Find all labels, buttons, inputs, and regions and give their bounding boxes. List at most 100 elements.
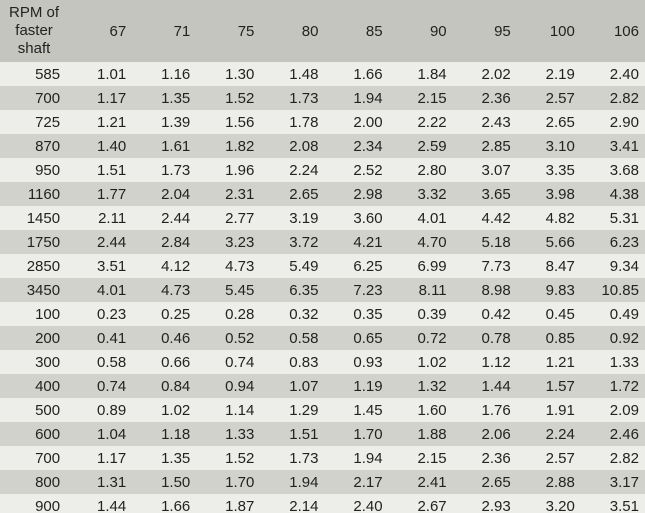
value-cell: 1.30 (196, 62, 260, 86)
value-cell: 2.57 (517, 446, 581, 470)
value-cell: 9.83 (517, 278, 581, 302)
value-cell: 2.67 (389, 494, 453, 513)
value-cell: 2.04 (132, 182, 196, 206)
value-cell: 1.33 (581, 350, 645, 374)
value-cell: 1.50 (132, 470, 196, 494)
value-cell: 1.31 (68, 470, 132, 494)
value-cell: 0.92 (581, 326, 645, 350)
value-cell: 0.94 (196, 374, 260, 398)
value-cell: 1.17 (68, 446, 132, 470)
rpm-cell: 200 (0, 326, 68, 350)
value-cell: 2.11 (68, 206, 132, 230)
rpm-cell: 1450 (0, 206, 68, 230)
table-row: 2000.410.460.520.580.650.720.780.850.92 (0, 326, 645, 350)
value-cell: 2.59 (389, 134, 453, 158)
table-row: 7001.171.351.521.731.942.152.362.572.82 (0, 86, 645, 110)
value-cell: 0.32 (260, 302, 324, 326)
header-row: RPM of faster shaft 67 71 75 80 85 90 95… (0, 0, 645, 62)
table-row: 11601.772.042.312.652.983.323.653.984.38 (0, 182, 645, 206)
value-cell: 0.49 (581, 302, 645, 326)
value-cell: 1.33 (196, 422, 260, 446)
value-cell: 0.39 (389, 302, 453, 326)
value-cell: 1.70 (324, 422, 388, 446)
value-cell: 2.08 (260, 134, 324, 158)
value-cell: 1.73 (260, 446, 324, 470)
rpm-cell: 700 (0, 446, 68, 470)
value-cell: 2.02 (453, 62, 517, 86)
value-cell: 2.00 (324, 110, 388, 134)
value-cell: 2.52 (324, 158, 388, 182)
value-cell: 1.87 (196, 494, 260, 513)
rpm-cell: 300 (0, 350, 68, 374)
value-cell: 0.85 (517, 326, 581, 350)
value-cell: 9.34 (581, 254, 645, 278)
value-cell: 2.17 (324, 470, 388, 494)
value-cell: 1.66 (324, 62, 388, 86)
value-cell: 1.70 (196, 470, 260, 494)
data-table: RPM of faster shaft 67 71 75 80 85 90 95… (0, 0, 645, 513)
rpm-cell: 2850 (0, 254, 68, 278)
value-cell: 1.56 (196, 110, 260, 134)
value-cell: 6.99 (389, 254, 453, 278)
value-cell: 3.35 (517, 158, 581, 182)
value-cell: 4.12 (132, 254, 196, 278)
value-cell: 2.82 (581, 86, 645, 110)
table-row: 8001.311.501.701.942.172.412.652.883.17 (0, 470, 645, 494)
value-cell: 3.23 (196, 230, 260, 254)
value-cell: 2.46 (581, 422, 645, 446)
value-cell: 3.51 (581, 494, 645, 513)
value-cell: 2.77 (196, 206, 260, 230)
value-cell: 1.88 (389, 422, 453, 446)
value-cell: 1.01 (68, 62, 132, 86)
table-row: 1000.230.250.280.320.350.390.420.450.49 (0, 302, 645, 326)
value-cell: 1.16 (132, 62, 196, 86)
value-cell: 3.17 (581, 470, 645, 494)
header-line1: RPM of (9, 4, 59, 21)
value-cell: 8.11 (389, 278, 453, 302)
value-cell: 3.41 (581, 134, 645, 158)
value-cell: 0.74 (68, 374, 132, 398)
value-cell: 4.01 (389, 206, 453, 230)
col-header: 71 (132, 0, 196, 62)
value-cell: 1.02 (132, 398, 196, 422)
col-header: 80 (260, 0, 324, 62)
value-cell: 1.12 (453, 350, 517, 374)
value-cell: 2.90 (581, 110, 645, 134)
value-cell: 8.98 (453, 278, 517, 302)
value-cell: 3.51 (68, 254, 132, 278)
value-cell: 3.19 (260, 206, 324, 230)
rpm-cell: 950 (0, 158, 68, 182)
value-cell: 8.47 (517, 254, 581, 278)
value-cell: 1.76 (453, 398, 517, 422)
value-cell: 1.32 (389, 374, 453, 398)
value-cell: 0.45 (517, 302, 581, 326)
value-cell: 0.72 (389, 326, 453, 350)
value-cell: 2.15 (389, 446, 453, 470)
table-body: 5851.011.161.301.481.661.842.022.192.407… (0, 62, 645, 513)
table-row: 6001.041.181.331.511.701.882.062.242.46 (0, 422, 645, 446)
rpm-cell: 500 (0, 398, 68, 422)
value-cell: 2.80 (389, 158, 453, 182)
rpm-cell: 3450 (0, 278, 68, 302)
col-header: 90 (389, 0, 453, 62)
value-cell: 3.32 (389, 182, 453, 206)
table-row: 34504.014.735.456.357.238.118.989.8310.8… (0, 278, 645, 302)
value-cell: 2.88 (517, 470, 581, 494)
value-cell: 0.66 (132, 350, 196, 374)
col-header: 106 (581, 0, 645, 62)
value-cell: 2.40 (324, 494, 388, 513)
table-row: 7001.171.351.521.731.942.152.362.572.82 (0, 446, 645, 470)
value-cell: 2.65 (453, 470, 517, 494)
table-row: 5851.011.161.301.481.661.842.022.192.40 (0, 62, 645, 86)
value-cell: 0.78 (453, 326, 517, 350)
value-cell: 4.21 (324, 230, 388, 254)
table-row: 4000.740.840.941.071.191.321.441.571.72 (0, 374, 645, 398)
value-cell: 6.25 (324, 254, 388, 278)
value-cell: 2.44 (132, 206, 196, 230)
value-cell: 0.89 (68, 398, 132, 422)
value-cell: 1.21 (517, 350, 581, 374)
value-cell: 2.31 (196, 182, 260, 206)
value-cell: 2.93 (453, 494, 517, 513)
value-cell: 0.46 (132, 326, 196, 350)
value-cell: 5.49 (260, 254, 324, 278)
